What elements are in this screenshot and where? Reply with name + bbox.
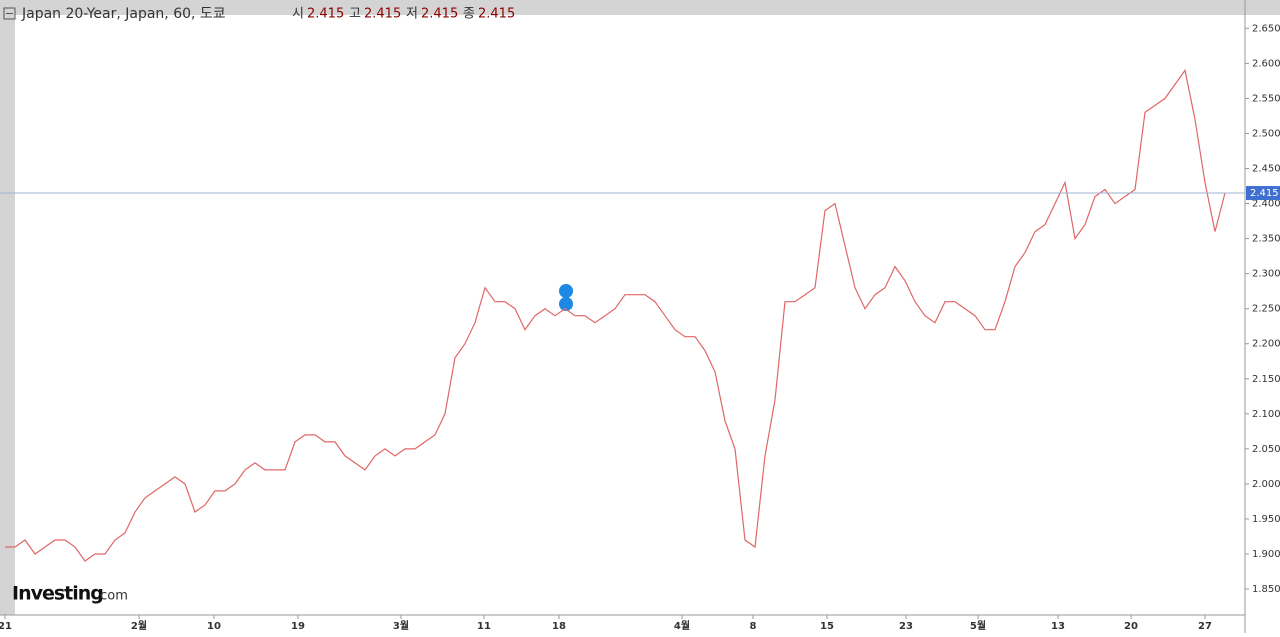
y-tick-label: 2.550 xyxy=(1252,93,1280,104)
chart-title: Japan 20-Year, Japan, 60, 도쿄 xyxy=(21,6,226,22)
y-tick-label: 2.600 xyxy=(1252,58,1280,69)
event-marker[interactable] xyxy=(559,284,573,298)
ohlc-name: 고 xyxy=(349,7,361,22)
x-tick-label: 10 xyxy=(207,621,221,632)
x-tick-label: 11 xyxy=(477,621,491,632)
top-frame xyxy=(0,0,1280,15)
ohlc-name: 종 xyxy=(463,7,475,22)
ohlc-value: 2.415 xyxy=(307,7,344,22)
last-price-tag xyxy=(1246,186,1280,201)
y-tick-label: 2.400 xyxy=(1252,199,1280,210)
plot-area xyxy=(15,15,1245,615)
x-tick-label: 5월 xyxy=(970,620,986,632)
collapse-icon[interactable] xyxy=(3,7,16,20)
y-tick-label: 1.850 xyxy=(1252,584,1280,595)
ohlc-value: 2.415 xyxy=(478,7,515,22)
x-tick-label: 19 xyxy=(291,621,305,632)
ohlc-legend: 시 2.415 고 2.415 저 2.415 종 2.415 xyxy=(292,7,515,22)
price-line xyxy=(5,68,1226,562)
x-tick-label: 21 xyxy=(0,621,12,632)
x-tick-label: 13 xyxy=(1051,621,1065,632)
x-tick-label: 18 xyxy=(552,621,566,632)
event-marker[interactable] xyxy=(559,297,573,311)
ohlc-value: 2.415 xyxy=(421,7,458,22)
ohlc-name: 저 xyxy=(406,7,418,22)
y-tick-label: 1.950 xyxy=(1252,514,1280,525)
y-tick-label: 2.000 xyxy=(1252,479,1280,490)
left-frame xyxy=(0,15,15,615)
x-tick-label: 23 xyxy=(899,621,913,632)
x-tick-label: 4월 xyxy=(674,620,690,632)
x-tick-label: 2월 xyxy=(131,620,147,632)
x-tick-label: 15 xyxy=(820,621,834,632)
logo-main: Investing xyxy=(12,583,103,605)
y-tick-label: 2.300 xyxy=(1252,269,1280,280)
y-tick-label: 1.900 xyxy=(1252,549,1280,560)
logo-suffix: .com xyxy=(96,589,128,604)
y-tick-label: 2.200 xyxy=(1252,339,1280,350)
x-tick-label: 3월 xyxy=(393,620,409,632)
x-tick-label: 20 xyxy=(1124,621,1138,632)
x-tick-label: 27 xyxy=(1198,621,1212,632)
y-tick-label: 2.250 xyxy=(1252,304,1280,315)
y-tick-label: 2.450 xyxy=(1252,164,1280,175)
logo: Investing .com xyxy=(12,583,128,605)
y-tick-label: 2.150 xyxy=(1252,374,1280,385)
ohlc-name: 시 xyxy=(292,7,304,22)
x-tick-label: 8 xyxy=(750,621,757,632)
event-markers xyxy=(559,284,573,311)
y-tick-label: 2.500 xyxy=(1252,128,1280,139)
ohlc-value: 2.415 xyxy=(364,7,401,22)
y-tick-label: 2.650 xyxy=(1252,23,1280,34)
y-tick-label: 2.100 xyxy=(1252,409,1280,420)
last-price-label: 2.415 xyxy=(1250,188,1279,199)
y-tick-label: 2.350 xyxy=(1252,234,1280,245)
y-tick-label: 2.050 xyxy=(1252,444,1280,455)
